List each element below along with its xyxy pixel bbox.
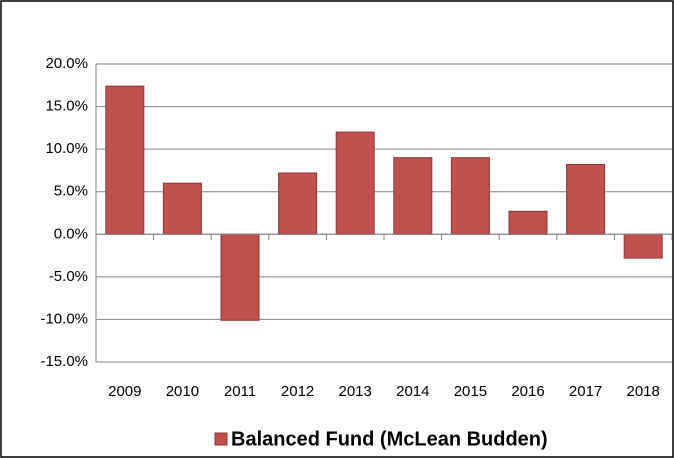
- y-tick-label: 20.0%: [45, 55, 88, 72]
- y-tick-label: 10.0%: [45, 140, 88, 157]
- x-tick-label: 2016: [511, 383, 544, 400]
- bar: [278, 172, 318, 235]
- bar: [508, 210, 548, 235]
- bar: [162, 182, 202, 235]
- bar: [105, 85, 145, 235]
- bar: [450, 157, 490, 235]
- bar: [393, 157, 433, 235]
- bar: [623, 233, 663, 259]
- x-tick-label: 2014: [396, 383, 429, 400]
- bar: [335, 131, 375, 235]
- y-tick-label: -5.0%: [49, 268, 88, 285]
- x-tick-label: 2010: [166, 383, 199, 400]
- y-tick-label: -10.0%: [40, 310, 88, 327]
- y-tick-label: -15.0%: [40, 353, 88, 370]
- x-tick-label: 2011: [224, 383, 256, 400]
- legend-label: Balanced Fund (McLean Budden): [231, 428, 548, 450]
- y-tick-label: 0.0%: [54, 225, 88, 242]
- x-tick-label: 2017: [569, 383, 602, 400]
- x-tick-label: 2018: [627, 383, 660, 400]
- bar: [220, 233, 260, 321]
- legend-swatch: [214, 432, 228, 446]
- x-tick-label: 2012: [281, 383, 314, 400]
- y-tick-label: 15.0%: [45, 98, 88, 115]
- x-tick-label: 2015: [454, 383, 487, 400]
- x-tick-label: 2009: [108, 383, 141, 400]
- x-tick-label: 2013: [339, 383, 372, 400]
- bar: [566, 163, 606, 235]
- y-tick-label: 5.0%: [54, 183, 88, 200]
